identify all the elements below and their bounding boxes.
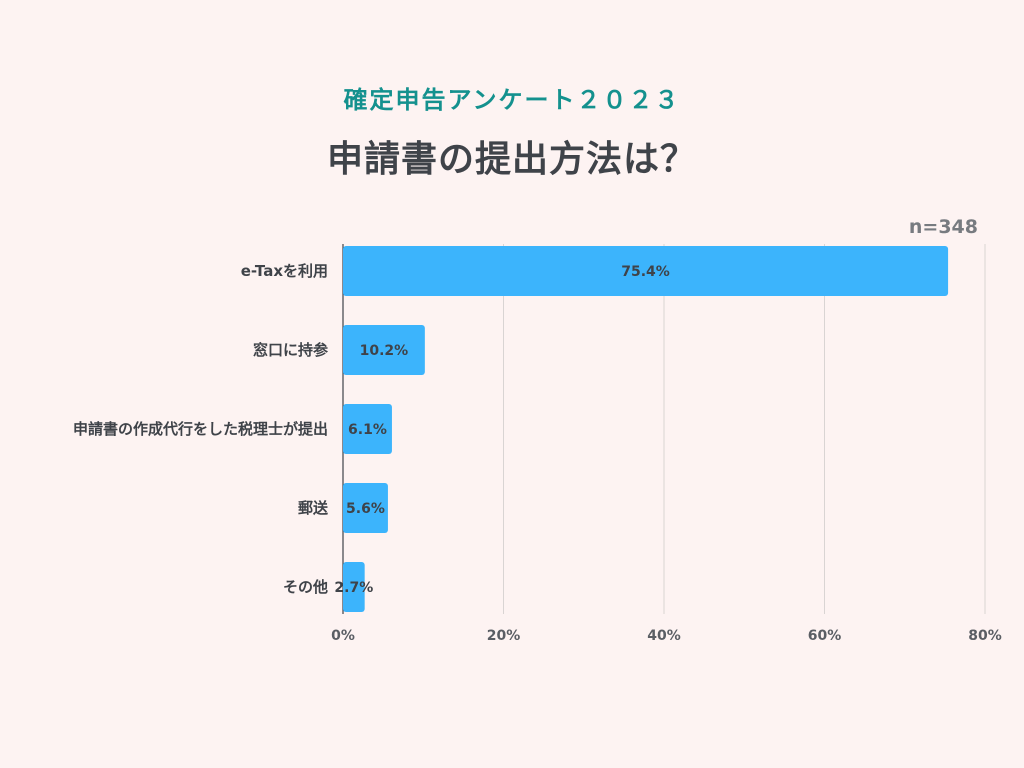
data-label: 6.1% — [348, 422, 387, 438]
x-tick-label: 0% — [331, 628, 355, 644]
bar — [343, 404, 392, 454]
data-label: 75.4% — [621, 264, 670, 280]
x-tick-label: 60% — [808, 628, 842, 644]
category-label: その他 — [283, 578, 328, 596]
chart-title: 申請書の提出方法は？ — [326, 139, 697, 180]
bar — [343, 483, 388, 533]
category-label: e-Taxを利用 — [241, 262, 328, 280]
bar — [343, 246, 949, 296]
chart-subtitle: 確定申告アンケート２０２３ — [343, 86, 681, 114]
sample-size-label: n=348 — [909, 216, 978, 238]
labels: 0% 20% 40% 60% 80% e-Taxを利用 75.4% 窓口に持参 10.2% 申請書… — [73, 262, 1002, 644]
bar — [343, 325, 425, 375]
x-tick-label: 20% — [487, 628, 521, 644]
category-label: 窓口に持参 — [253, 341, 329, 359]
bar — [343, 562, 365, 612]
x-tick-label: 40% — [647, 628, 681, 644]
x-tick-label: 80% — [968, 628, 1002, 644]
data-label: 10.2% — [360, 343, 409, 359]
category-label: 郵送 — [298, 499, 329, 517]
gridlines — [342, 244, 986, 614]
bars — [343, 246, 949, 612]
data-label: 2.7% — [334, 580, 373, 596]
category-label: 申請書の作成代行をした税理士が提出 — [73, 420, 328, 438]
data-label: 5.6% — [346, 501, 385, 517]
